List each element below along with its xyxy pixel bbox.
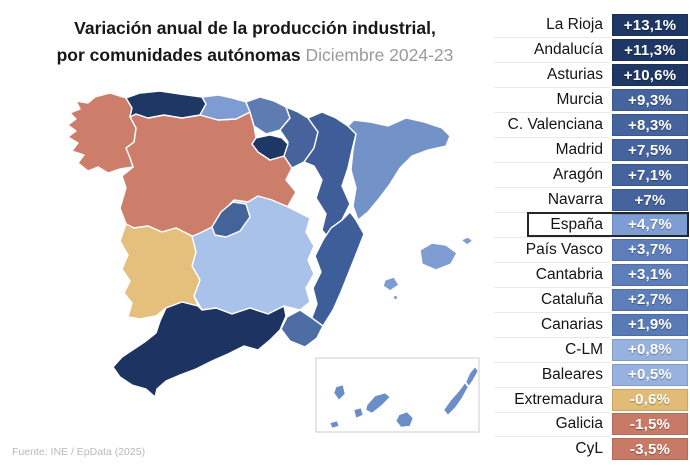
value-badge: +3,1% — [612, 263, 688, 286]
list-row: Murcia +9,3% — [494, 87, 688, 113]
region-la-rioja[interactable] — [251, 134, 289, 161]
region-label: CyL — [575, 440, 603, 458]
island-gran-canaria[interactable] — [395, 411, 414, 428]
list-row: CyL -3,5% — [494, 436, 688, 462]
region-label: C-LM — [565, 340, 603, 358]
region-label: La Rioja — [546, 16, 603, 34]
value-badge: +11,3% — [612, 39, 688, 62]
region-label: C. Valenciana — [507, 116, 603, 134]
island-formentera[interactable] — [392, 294, 399, 301]
region-andalucia[interactable] — [112, 301, 287, 398]
region-murcia[interactable] — [280, 309, 324, 348]
region-label: Navarra — [547, 191, 603, 209]
value-badge: +0,5% — [612, 363, 688, 386]
island-la-gomera[interactable] — [353, 407, 364, 419]
island-ibiza[interactable] — [382, 276, 400, 292]
island-la-palma[interactable] — [333, 384, 346, 401]
region-navarra[interactable] — [279, 106, 319, 169]
value-badge: +1,9% — [612, 313, 688, 336]
region-label: Galicia — [555, 415, 603, 433]
region-label: Murcia — [556, 91, 603, 109]
espana-highlight-box — [527, 211, 689, 238]
island-lanzarote[interactable] — [465, 366, 479, 387]
region-cataluna[interactable] — [347, 117, 451, 221]
region-madrid[interactable] — [211, 201, 251, 238]
list-row: Galicia -1,5% — [494, 411, 688, 437]
ranking-list: La Rioja +13,1% Andalucía +11,3% Asturias +10… — [494, 13, 689, 462]
value-badge: +9,3% — [612, 89, 688, 112]
region-c-valenciana[interactable] — [310, 211, 365, 327]
region-cantabria[interactable] — [199, 94, 251, 121]
title-line2: por comunidades autónomas Diciembre 2024… — [15, 42, 495, 69]
list-row: País Vasco +3,7% — [494, 236, 688, 262]
list-row: Extremadura -0,6% — [494, 386, 688, 412]
region-label: Cantabria — [535, 265, 603, 283]
list-row: Cantabria +3,1% — [494, 261, 688, 287]
list-row-espana: España +4,7% — [494, 211, 689, 238]
value-badge: -3,5% — [612, 438, 688, 461]
region-label: España — [550, 215, 603, 233]
region-label: Cataluña — [540, 290, 603, 308]
value-badge: -1,5% — [612, 413, 688, 436]
region-baleares[interactable] — [382, 236, 474, 301]
region-label: Aragón — [553, 166, 603, 184]
list-row: Aragón +7,1% — [494, 162, 688, 188]
title-line1: Variación anual de la producción industr… — [74, 18, 436, 38]
title-line2-bold: por comunidades autónomas — [56, 45, 301, 66]
list-row: C. Valenciana +8,3% — [494, 112, 688, 138]
list-row: Andalucía +11,3% — [494, 37, 688, 63]
value-badge: +4,7% — [612, 213, 688, 236]
title-period: Diciembre 2024-23 — [305, 45, 454, 66]
value-badge: +2,7% — [612, 288, 688, 311]
spain-choropleth-map — [60, 88, 480, 436]
region-label: País Vasco — [525, 240, 603, 258]
region-canarias[interactable] — [329, 366, 479, 429]
list-row: Madrid +7,5% — [494, 137, 688, 163]
chart-title: Variación anual de la producción industr… — [15, 15, 495, 69]
value-badge: +8,3% — [612, 114, 688, 137]
island-mallorca[interactable] — [419, 242, 458, 271]
island-fuerteventura[interactable] — [443, 382, 469, 416]
value-badge: +7,1% — [612, 164, 688, 187]
region-asturias[interactable] — [125, 90, 207, 119]
value-badge: +10,6% — [612, 64, 688, 87]
list-row: C-LM +0,8% — [494, 336, 688, 362]
region-label: Andalucía — [534, 41, 603, 59]
value-badge: +7% — [612, 189, 688, 212]
region-label: Extremadura — [514, 390, 603, 408]
list-row: Baleares +0,5% — [494, 361, 688, 387]
list-row: Cataluña +2,7% — [494, 286, 688, 312]
list-row: La Rioja +13,1% — [494, 13, 688, 38]
region-label: Canarias — [540, 315, 603, 333]
list-row: Canarias +1,9% — [494, 311, 688, 337]
source-note: Fuente: INE / EpData (2025) — [12, 446, 146, 458]
canarias-inset — [315, 357, 480, 433]
list-row: Navarra +7% — [494, 187, 688, 213]
value-badge: +3,7% — [612, 238, 688, 261]
region-label: Baleares — [541, 365, 603, 383]
region-label: Madrid — [555, 141, 603, 159]
value-badge: +0,8% — [612, 338, 688, 361]
region-galicia[interactable] — [67, 92, 137, 174]
island-el-hierro[interactable] — [329, 420, 340, 429]
value-badge: +7,5% — [612, 139, 688, 162]
island-menorca[interactable] — [460, 236, 474, 246]
island-tenerife[interactable] — [365, 392, 391, 414]
list-row: Asturias +10,6% — [494, 62, 688, 88]
value-badge: -0,6% — [612, 388, 688, 411]
region-label: Asturias — [547, 66, 603, 84]
value-badge: +13,1% — [612, 14, 688, 37]
